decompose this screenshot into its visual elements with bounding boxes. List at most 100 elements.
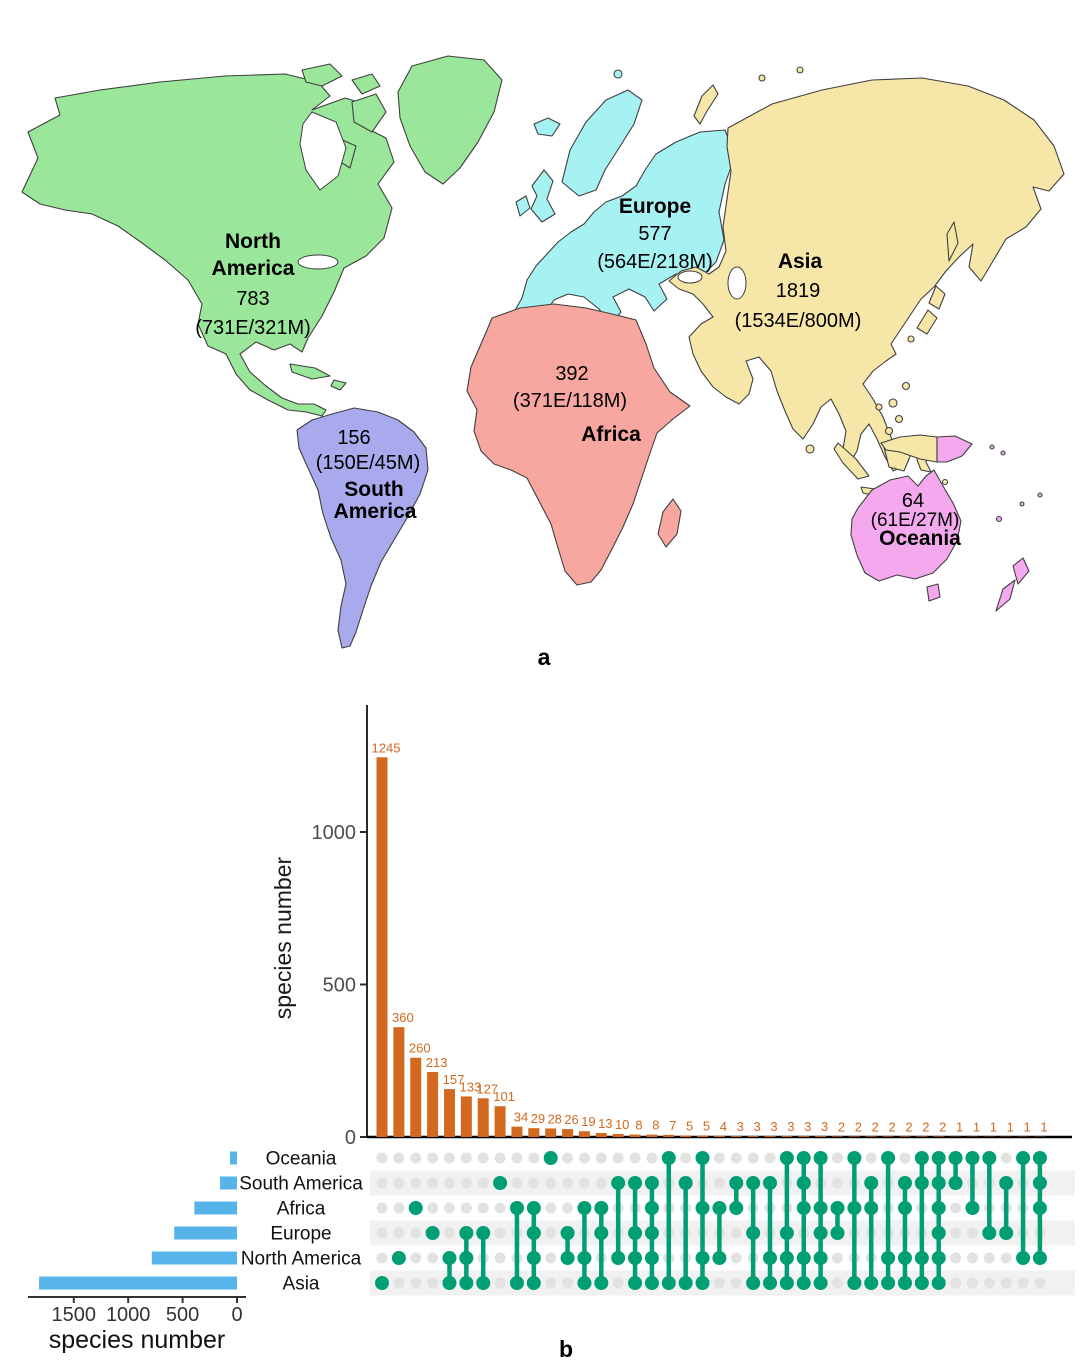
set-row-label: Africa: [277, 1199, 326, 1220]
matrix-dot-active: [459, 1276, 474, 1290]
hispaniola: [330, 379, 347, 391]
intersection-bar-value: 1: [973, 1120, 980, 1135]
matrix-dot-active: [729, 1201, 744, 1215]
great-britain: [530, 169, 556, 223]
set-size-axis-title: species number: [49, 1326, 225, 1354]
matrix-dot-inactive: [443, 1227, 455, 1239]
label-africa-name: Africa: [581, 423, 641, 446]
black-sea: [677, 270, 703, 284]
matrix-dot-inactive: [713, 1177, 725, 1189]
intersection-bar-value: 1245: [372, 740, 401, 755]
matrix-dot-active: [897, 1251, 912, 1265]
matrix-dot-inactive: [443, 1152, 455, 1164]
matrix-dot-active: [746, 1176, 761, 1190]
matrix-dot-active: [661, 1151, 676, 1165]
matrix-dot-active: [813, 1226, 828, 1240]
intersection-bar-value: 28: [547, 1111, 561, 1126]
matrix-dot-inactive: [966, 1227, 978, 1239]
matrix-dot-active: [864, 1276, 879, 1290]
intersection-bar-value: 26: [564, 1112, 578, 1127]
matrix-dot-inactive: [410, 1252, 422, 1264]
matrix-dot-active: [864, 1176, 879, 1190]
matrix-dot-active: [695, 1251, 710, 1265]
hudson-bay: [299, 111, 347, 191]
matrix-dot-inactive: [477, 1177, 489, 1189]
intersection-bar-value: 101: [493, 1089, 515, 1104]
intersection-bar-value: 3: [770, 1119, 777, 1134]
matrix-dot-active: [796, 1176, 811, 1190]
matrix-dot-inactive: [865, 1152, 877, 1164]
matrix-dot-inactive: [511, 1152, 523, 1164]
matrix-dot-inactive: [494, 1277, 506, 1289]
ireland: [515, 195, 531, 217]
pacific-island: [1037, 492, 1043, 498]
intersection-bar-value: 10: [615, 1117, 629, 1132]
membership-dot-matrix: [375, 1151, 1047, 1290]
set-size-tick-label: 0: [231, 1304, 242, 1326]
matrix-dot-active: [881, 1251, 896, 1265]
intersection-bar: [393, 1027, 405, 1137]
matrix-dot-inactive: [494, 1252, 506, 1264]
matrix-dot-inactive: [831, 1177, 843, 1189]
matrix-dot-inactive: [477, 1202, 489, 1214]
set-size-bar: [39, 1276, 237, 1290]
matrix-dot-active: [813, 1251, 828, 1265]
japan-south: [907, 335, 915, 343]
matrix-dot-active: [746, 1226, 761, 1240]
matrix-dot-inactive: [730, 1152, 742, 1164]
intersection-bar: [443, 1089, 455, 1137]
matrix-dot-inactive: [950, 1277, 962, 1289]
matrix-dot-inactive: [950, 1202, 962, 1214]
label-oceania-value: 64: [902, 490, 924, 512]
matrix-dot-inactive: [410, 1227, 422, 1239]
matrix-dot-inactive: [376, 1152, 388, 1164]
new-guinea-east: [936, 435, 973, 463]
sakhalin: [946, 221, 959, 262]
matrix-dot-inactive: [629, 1152, 641, 1164]
great-lakes: [297, 254, 339, 270]
matrix-dot-inactive: [528, 1177, 540, 1189]
map-labels: North America 783 (731E/321M) 156 (150E/…: [195, 195, 961, 550]
matrix-dot-active: [1032, 1176, 1047, 1190]
matrix-dot-active: [509, 1201, 524, 1215]
matrix-dot-inactive: [562, 1177, 574, 1189]
continent-africa: [466, 303, 691, 586]
label-south-america-line1: South: [344, 478, 403, 501]
solomon-island: [1000, 450, 1006, 456]
matrix-dot-active: [526, 1251, 541, 1265]
novaya-zemlya: [693, 84, 719, 125]
matrix-dot-inactive: [460, 1177, 472, 1189]
matrix-dot-active: [982, 1226, 997, 1240]
matrix-dot-inactive: [612, 1152, 624, 1164]
matrix-dot-active: [881, 1151, 896, 1165]
matrix-dot-active: [628, 1251, 643, 1265]
matrix-dot-active: [695, 1151, 710, 1165]
intersection-bar-value: 2: [939, 1119, 946, 1134]
intersection-bar: [680, 1135, 692, 1137]
matrix-dot-active: [813, 1151, 828, 1165]
intersection-bar-value: 8: [635, 1118, 642, 1133]
iceland: [533, 117, 561, 137]
matrix-dot-inactive: [376, 1177, 388, 1189]
north-america-mainland: [21, 73, 395, 417]
matrix-dot-inactive: [983, 1252, 995, 1264]
taiwan: [901, 381, 911, 391]
y-axis-tick-label: 500: [323, 975, 356, 997]
intersection-bar-value: 3: [821, 1119, 828, 1134]
set-size-bar: [151, 1251, 237, 1265]
intersection-bar-value: 260: [409, 1041, 431, 1056]
australia: [850, 469, 962, 582]
matrix-dot-active: [594, 1226, 609, 1240]
matrix-dot-active: [695, 1201, 710, 1215]
intersection-bar-value: 360: [392, 1010, 414, 1025]
matrix-dot-active: [729, 1176, 744, 1190]
matrix-dot-active: [779, 1226, 794, 1240]
matrix-dot-active: [897, 1201, 912, 1215]
matrix-dot-inactive: [578, 1177, 590, 1189]
matrix-dot-active: [476, 1276, 491, 1290]
matrix-dot-inactive: [595, 1177, 607, 1189]
matrix-dot-inactive: [410, 1277, 422, 1289]
label-europe-value: 577: [638, 223, 671, 245]
cuba: [289, 363, 331, 380]
